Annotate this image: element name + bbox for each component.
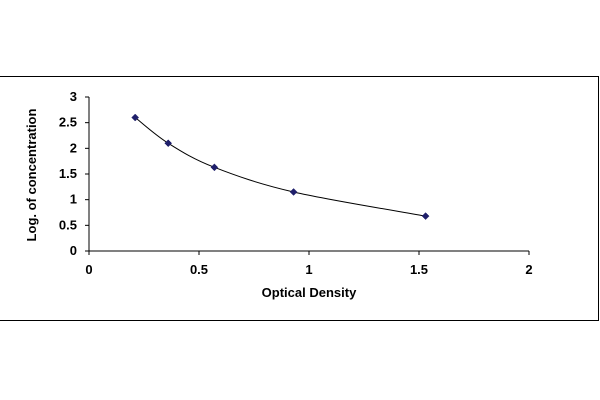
data-points xyxy=(131,113,430,220)
data-point xyxy=(421,212,430,220)
y-tick-label: 0.5 xyxy=(59,217,77,232)
x-tick-label: 1 xyxy=(305,262,312,277)
ticks: 0 0.5 1 1.5 2 2.5 3 0 0.5 1 1.5 2 xyxy=(59,89,533,277)
data-point xyxy=(164,139,173,148)
x-tick-label: 0 xyxy=(85,262,92,277)
y-tick-label: 1.5 xyxy=(59,166,77,181)
trend-line xyxy=(134,117,426,217)
x-tick-label: 1.5 xyxy=(410,262,428,277)
x-axis-title: Optical Density xyxy=(262,285,357,300)
y-tick-label: 3 xyxy=(70,89,77,104)
y-tick-label: 0 xyxy=(70,243,77,258)
x-tick-label: 2 xyxy=(525,262,532,277)
data-point xyxy=(131,113,140,122)
data-point xyxy=(289,188,298,196)
x-tick-label: 0.5 xyxy=(190,262,208,277)
y-tick-label: 2.5 xyxy=(59,115,77,130)
y-tick-label: 1 xyxy=(70,192,77,207)
y-tick-label: 2 xyxy=(70,140,77,155)
chart-frame xyxy=(0,76,599,321)
axes xyxy=(88,97,529,252)
y-axis-title: Log. of concentration xyxy=(24,109,39,242)
data-point xyxy=(210,163,219,172)
